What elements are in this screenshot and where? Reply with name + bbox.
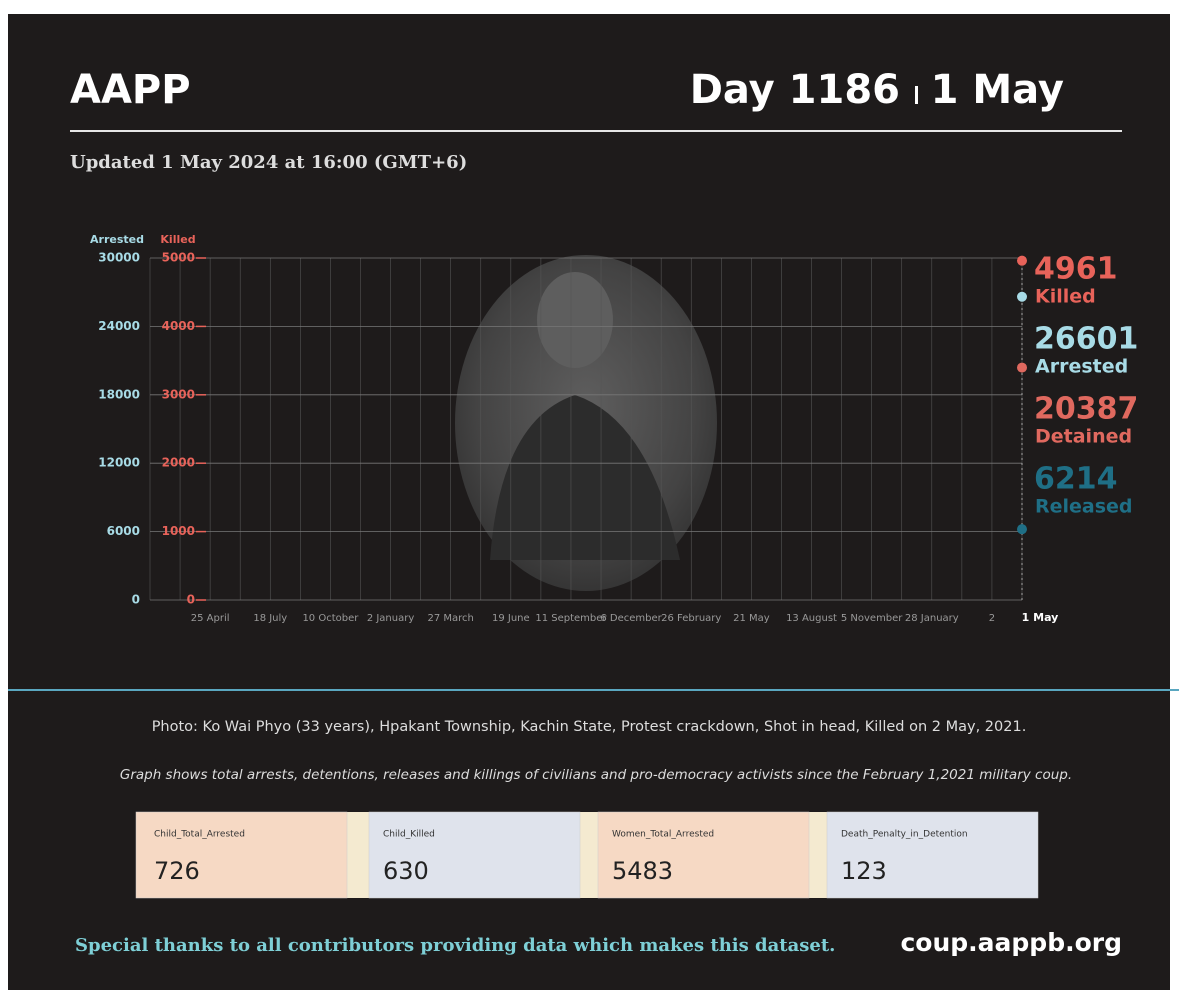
stat-label: Women_Total_Arrested (612, 830, 714, 840)
stat-card (827, 812, 1038, 898)
x-tick-label: 2 January (367, 613, 415, 624)
x-tick-label: 11 September (535, 613, 607, 624)
x-tick-label: 21 May (733, 613, 770, 624)
photo (455, 255, 717, 591)
legend-label: Detained (1035, 426, 1132, 448)
stat-value: 5483 (612, 857, 673, 885)
x-tick-label: 10 October (302, 613, 359, 624)
end-dot (1017, 524, 1027, 534)
legend-label: Arrested (1035, 356, 1128, 378)
stat-value: 123 (841, 857, 887, 885)
value-label: 6214 (1034, 462, 1118, 497)
y2-tick-label: 0 (187, 593, 195, 607)
y-tick-label: 0 (132, 593, 140, 607)
x-tick-label: 5 November (841, 613, 903, 624)
title: AAPP (70, 67, 191, 113)
stat-card (598, 812, 809, 898)
value-label: 26601 (1034, 322, 1138, 357)
value-label: 20387 (1034, 392, 1138, 427)
x-tick-label: 18 July (253, 613, 287, 624)
site: coup.aappb.org (900, 928, 1122, 957)
stat-label: Child_Total_Arrested (154, 830, 245, 840)
y2-tick-label: 3000 (162, 387, 195, 401)
updated: Updated 1 May 2024 at 16:00 (GMT+6) (70, 152, 467, 173)
chart-note: Graph shows total arrests, detentions, r… (120, 767, 1072, 783)
page: {"header": {"title": "AAPP", "day": "Day… (0, 0, 1179, 995)
stat-card (369, 812, 580, 898)
y2-tick-label: 4000 (162, 319, 195, 333)
day: Day 1186 (690, 67, 900, 113)
stat-label: Death_Penalty_in_Detention (841, 830, 968, 840)
x-tick-label: 6 December (600, 613, 662, 624)
stat-label: Child_Killed (383, 830, 435, 840)
y-tick-label: 12000 (98, 456, 140, 470)
y2-tick-label: 2000 (162, 456, 195, 470)
separator (915, 86, 918, 104)
x-tick-label: 19 June (492, 613, 530, 624)
legend-label: Killed (1035, 286, 1096, 308)
x-tick-label: 1 May (1022, 611, 1059, 624)
x-tick-label: 27 March (427, 613, 473, 624)
y-axis-label: Arrested (90, 233, 144, 246)
x-tick-label: 28 January (905, 613, 959, 624)
y-tick-label: 18000 (98, 387, 140, 401)
date: 1 May (931, 67, 1064, 113)
infographic: AAPP Day 1186 1 May Updated 1 May 2024 a… (0, 0, 1179, 995)
y-tick-label: 30000 (98, 251, 140, 265)
stats: Child_Total_Arrested 726 Child_Killed 630 Wo… (136, 812, 1038, 898)
end-dot (1017, 292, 1027, 302)
photo-caption: Photo: Ko Wai Phyo (33 years), Hpakant T… (152, 719, 1027, 735)
y2-tick-label: 5000 (162, 251, 195, 265)
x-tick-label: 26 February (661, 613, 721, 624)
y2-tick-label: 1000 (162, 524, 195, 538)
stat-value: 726 (154, 857, 200, 885)
thanks: Special thanks to all contributors provi… (75, 935, 835, 956)
legend-label: Released (1035, 496, 1133, 518)
x-tick-label: 13 August (786, 613, 837, 624)
value-label: 4961 (1034, 252, 1118, 287)
y-tick-label: 6000 (107, 524, 140, 538)
end-dot (1017, 256, 1027, 266)
y2-axis-label: Killed (160, 233, 195, 246)
end-dot (1017, 363, 1027, 373)
x-tick-label: 2 (989, 613, 995, 624)
y-tick-label: 24000 (98, 319, 140, 333)
x-tick-label: 25 April (191, 613, 230, 624)
stat-value: 630 (383, 857, 429, 885)
stat-card (136, 812, 347, 898)
